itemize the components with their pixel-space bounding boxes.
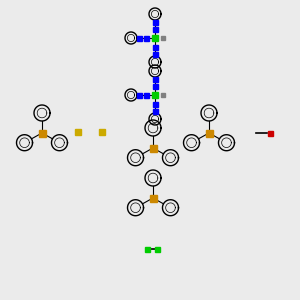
Bar (268, 130, 272, 136)
Bar (152, 52, 158, 56)
Bar (149, 194, 157, 202)
Bar (152, 44, 158, 50)
Bar (75, 129, 81, 135)
Bar (152, 83, 158, 88)
Bar (152, 109, 158, 113)
Bar (154, 247, 160, 251)
Bar (206, 130, 212, 136)
Bar (152, 26, 158, 32)
Bar (38, 130, 46, 136)
Bar (143, 92, 148, 98)
Bar (152, 92, 158, 98)
Bar (152, 35, 158, 41)
Bar (152, 76, 158, 82)
Bar (143, 35, 148, 40)
Bar (161, 36, 165, 40)
Bar (136, 35, 142, 40)
Bar (152, 20, 158, 25)
Bar (152, 101, 158, 106)
Bar (145, 247, 149, 251)
Bar (161, 93, 165, 97)
Bar (149, 145, 157, 152)
Bar (99, 129, 105, 135)
Bar (136, 92, 142, 98)
